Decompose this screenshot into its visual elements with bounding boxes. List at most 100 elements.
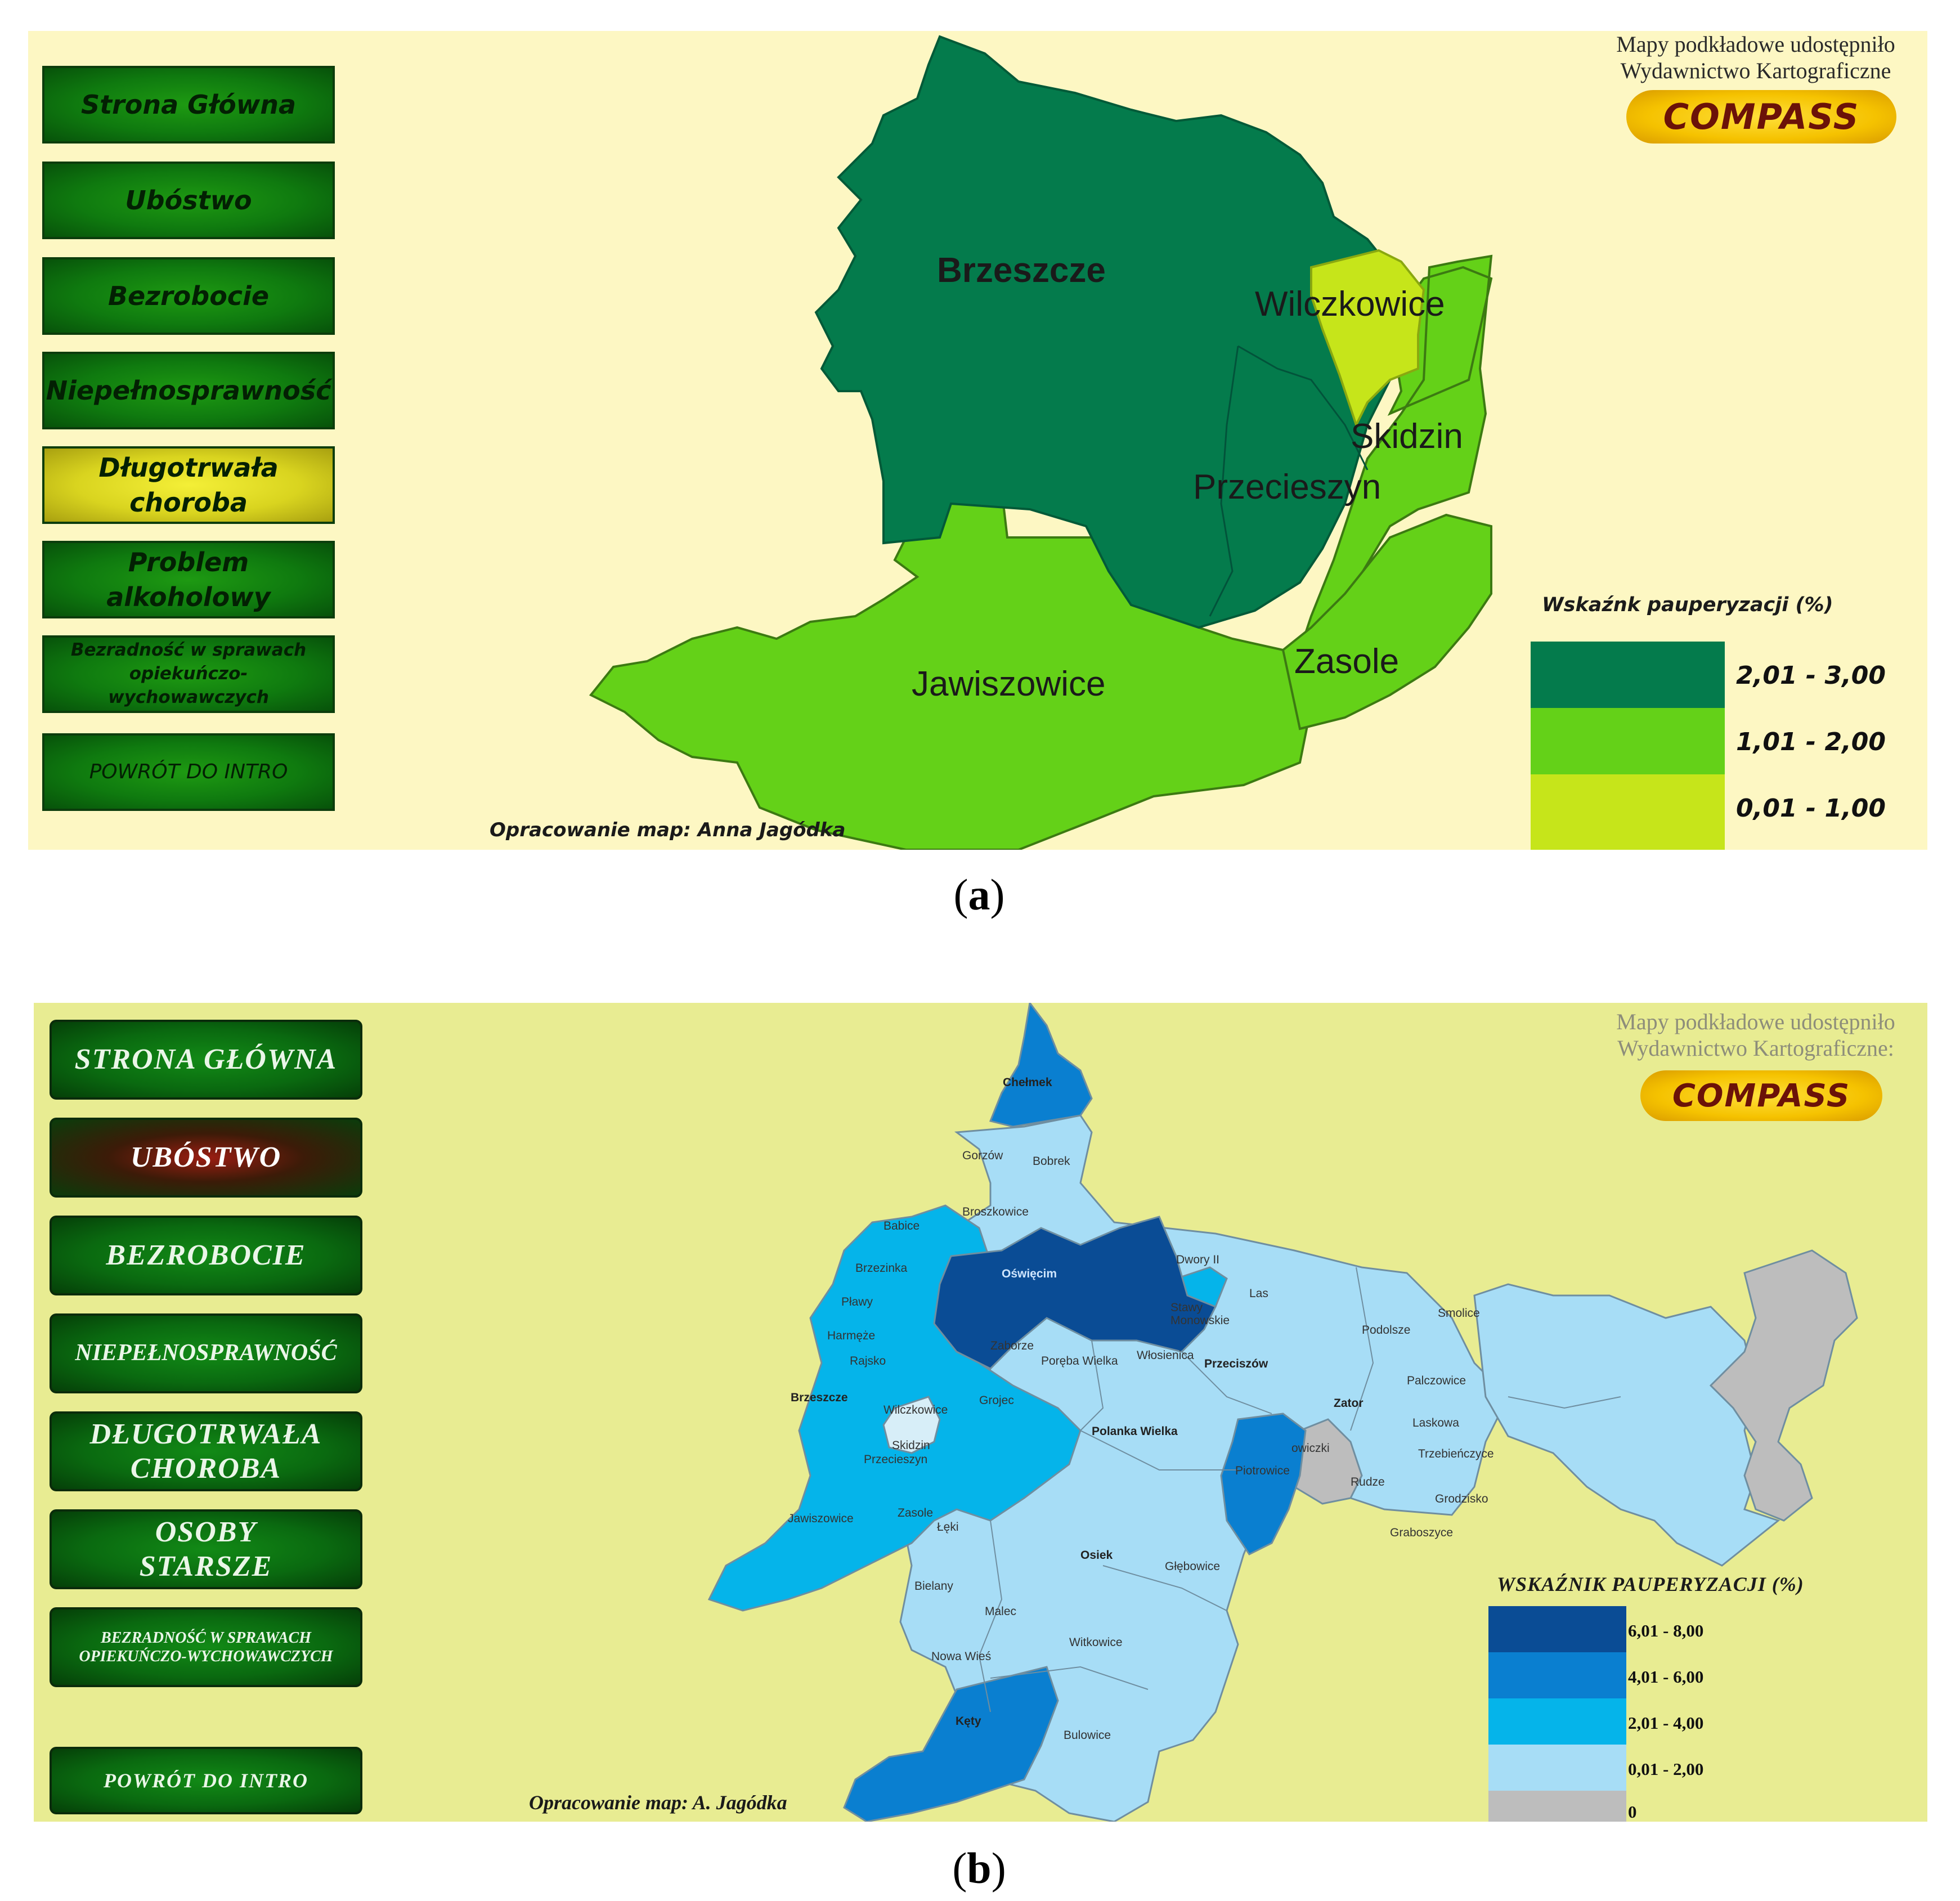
region-light-east bbox=[1473, 1283, 1780, 1567]
nav-bezradnosc[interactable]: Bezradność w sprawach opiekuńczo-wychowa… bbox=[42, 635, 335, 713]
legend-label-3: 0,01 - 1,00 bbox=[1736, 794, 1886, 823]
label-skidzin: Skidzin bbox=[1351, 417, 1463, 456]
place-label: owiczki bbox=[1291, 1442, 1330, 1455]
place-label: Bielany bbox=[914, 1580, 953, 1593]
label-zasole: Zasole bbox=[1294, 642, 1400, 681]
place-label: Jawiszowice bbox=[788, 1512, 854, 1525]
label-wilczkowice: Wilczkowice bbox=[1255, 285, 1445, 324]
caption-b: (b) bbox=[952, 1844, 1006, 1893]
legend-label-3: 2,01 - 4,00 bbox=[1628, 1713, 1704, 1733]
legend-title: WSKAŹNIK PAUPERYZACJI (%) bbox=[1497, 1573, 1804, 1595]
place-label: Zator bbox=[1334, 1397, 1364, 1410]
credit-line-1: Mapy podkładowe udostępniło bbox=[1616, 1009, 1895, 1034]
nav-strona-glowna[interactable]: Strona Główna bbox=[42, 66, 335, 144]
nav-label: Długotrwała choroba bbox=[98, 452, 279, 518]
compass-logo-text: COMPASS bbox=[1663, 96, 1860, 137]
nav-strona-glowna[interactable]: STRONA GŁÓWNA bbox=[50, 1020, 362, 1100]
nav-bezrobocie[interactable]: Bezrobocie bbox=[42, 257, 335, 335]
legend-swatch-3 bbox=[1488, 1698, 1626, 1745]
nav-bezrobocie[interactable]: BEZROBOCIE bbox=[50, 1216, 362, 1295]
place-label: Polanka Wielka bbox=[1092, 1425, 1178, 1438]
place-label: Zaborze bbox=[990, 1339, 1034, 1352]
legend-swatch-1 bbox=[1531, 642, 1725, 708]
nav-label: Strona Główna bbox=[80, 89, 297, 120]
nav-dlugotrwala-choroba[interactable]: DŁUGOTRWAŁA CHOROBA bbox=[50, 1411, 362, 1491]
nav-label: DŁUGOTRWAŁA CHOROBA bbox=[89, 1418, 322, 1485]
legend-swatch-2 bbox=[1488, 1652, 1626, 1698]
map-b bbox=[707, 1003, 1858, 1822]
nav-niepelnosprawnosc[interactable]: Niepełnosprawność bbox=[42, 352, 335, 429]
place-label: Zasole bbox=[898, 1507, 934, 1519]
place-label: Grojec bbox=[979, 1394, 1014, 1407]
compass-logo-text: COMPASS bbox=[1672, 1077, 1851, 1114]
place-label: Łęki bbox=[937, 1521, 959, 1534]
nav-ubostwo[interactable]: UBÓSTWO bbox=[50, 1118, 362, 1198]
region-grey-west bbox=[1293, 1418, 1363, 1505]
place-label: Poręba Wielka bbox=[1041, 1355, 1118, 1368]
place-label: Głębowice bbox=[1165, 1560, 1221, 1573]
map-credit: Opracowanie map: Anna Jagódka bbox=[490, 819, 846, 841]
label-brzeszcze: Brzeszcze bbox=[937, 251, 1106, 290]
boundary-przecieszyn bbox=[1209, 345, 1369, 617]
place-label: Włosienica bbox=[1137, 1349, 1194, 1362]
nav-powrot-do-intro[interactable]: POWRÓT DO INTRO bbox=[42, 733, 335, 811]
legend-title: Wskaźnk pauperyzacji (%) bbox=[1542, 594, 1833, 616]
region-kety bbox=[843, 1666, 1059, 1822]
nav-osoby-starsze[interactable]: OSOBY STARSZE bbox=[50, 1509, 362, 1589]
place-label: Podolsze bbox=[1362, 1324, 1411, 1337]
place-label: Smolice bbox=[1438, 1307, 1480, 1320]
nav-label: POWRÓT DO INTRO bbox=[103, 1769, 308, 1792]
nav-label: OSOBY STARSZE bbox=[139, 1516, 273, 1582]
nav-niepelnosprawnosc[interactable]: NIEPEŁNOSPRAWNOŚĆ bbox=[50, 1313, 362, 1393]
nav-dlugotrwala-choroba[interactable]: Długotrwała choroba bbox=[42, 446, 335, 524]
legend-label-5: 0 bbox=[1628, 1802, 1637, 1822]
legend-swatch-1 bbox=[1488, 1606, 1626, 1652]
place-label: Oświęcim bbox=[1002, 1267, 1057, 1280]
legend-label-2: 1,01 - 2,00 bbox=[1736, 728, 1886, 756]
nav-label: Problem alkoholowy bbox=[106, 546, 271, 612]
legend-label-4: 0,01 - 2,00 bbox=[1628, 1759, 1704, 1779]
label-jawiszowice: Jawiszowice bbox=[912, 665, 1106, 703]
place-label: Gorzów bbox=[962, 1149, 1003, 1162]
place-label: Brzezinka bbox=[855, 1262, 908, 1275]
nav-bezradnosc[interactable]: BEZRADNOŚĆ W SPRAWACH OPIEKUŃCZO-WYCHOWA… bbox=[50, 1607, 362, 1687]
legend-label-2: 4,01 - 6,00 bbox=[1628, 1667, 1704, 1687]
place-label: Bulowice bbox=[1064, 1729, 1111, 1742]
place-label: Przecieszyn bbox=[864, 1453, 928, 1466]
nav-label: UBÓSTWO bbox=[130, 1141, 282, 1174]
place-label: Las bbox=[1249, 1287, 1268, 1300]
nav-powrot-do-intro[interactable]: POWRÓT DO INTRO bbox=[50, 1747, 362, 1814]
credit-line-1: Mapy podkładowe udostępniło bbox=[1616, 32, 1895, 57]
nav-label: Niepełnosprawność bbox=[46, 375, 331, 406]
nav-ubostwo[interactable]: Ubóstwo bbox=[42, 162, 335, 239]
nav-label: BEZRADNOŚĆ W SPRAWACH OPIEKUŃCZO-WYCHOWA… bbox=[79, 1629, 333, 1665]
region-oswiecim bbox=[933, 1216, 1217, 1370]
place-label: Broszkowice bbox=[962, 1205, 1029, 1218]
region-brzeszcze[interactable] bbox=[814, 35, 1403, 629]
compass-logo: COMPASS bbox=[1626, 90, 1896, 144]
place-label: Piotrowice bbox=[1235, 1464, 1290, 1477]
region-wilczkowice[interactable] bbox=[1310, 249, 1425, 428]
place-label: Palczowice bbox=[1407, 1374, 1466, 1387]
label-przecieszyn: Przecieszyn bbox=[1193, 468, 1382, 506]
place-label: Wilczkowice bbox=[883, 1404, 948, 1416]
caption-b-letter: b bbox=[967, 1844, 992, 1893]
nav-label: STRONA GŁÓWNA bbox=[74, 1043, 338, 1076]
legend-label-1: 6,01 - 8,00 bbox=[1628, 1621, 1704, 1640]
place-label: Malec bbox=[985, 1605, 1017, 1618]
credit-line-2: Wydawnictwo Kartograficzne: bbox=[1617, 1035, 1894, 1061]
place-label: Dwory II bbox=[1176, 1253, 1220, 1266]
region-grey bbox=[1709, 1249, 1858, 1522]
legend-swatch-4 bbox=[1488, 1745, 1626, 1791]
region-zasole[interactable] bbox=[1299, 254, 1493, 651]
credit-line-2: Wydawnictwo Kartograficzne bbox=[1620, 58, 1891, 84]
place-label: Laskowa bbox=[1412, 1416, 1459, 1429]
place-label: Harmęże bbox=[827, 1329, 876, 1342]
nav-label: Bezrobocie bbox=[107, 280, 270, 311]
nav-problem-alkoholowy[interactable]: Problem alkoholowy bbox=[42, 541, 335, 618]
region-zasole-lower[interactable] bbox=[1281, 513, 1492, 730]
legend-swatch-2 bbox=[1531, 708, 1725, 774]
region-piotrowice bbox=[1220, 1413, 1307, 1555]
nav-label: BEZROBOCIE bbox=[106, 1239, 306, 1272]
place-label: Trzebieńczyce bbox=[1418, 1447, 1494, 1460]
